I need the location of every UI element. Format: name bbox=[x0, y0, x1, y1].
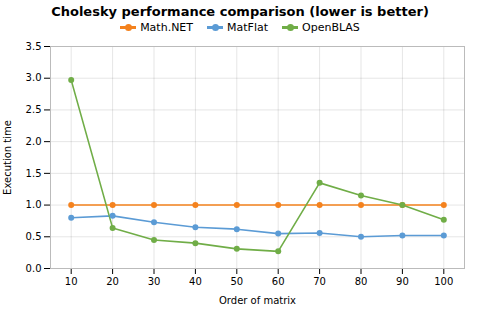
svg-text:2.0: 2.0 bbox=[26, 136, 42, 147]
svg-text:1.0: 1.0 bbox=[26, 199, 42, 210]
svg-text:100: 100 bbox=[434, 276, 453, 287]
svg-text:60: 60 bbox=[272, 276, 285, 287]
svg-text:50: 50 bbox=[230, 276, 243, 287]
svg-text:1.5: 1.5 bbox=[26, 168, 42, 179]
svg-text:90: 90 bbox=[396, 276, 409, 287]
html-text:OpenBLAS: OpenBLAS bbox=[302, 21, 360, 34]
svg-text:3.0: 3.0 bbox=[26, 72, 42, 83]
svg-text:20: 20 bbox=[106, 276, 119, 287]
svg-text:30: 30 bbox=[148, 276, 161, 287]
svg-text:3.5: 3.5 bbox=[26, 41, 42, 52]
svg-text:Order of matrix: Order of matrix bbox=[219, 295, 296, 306]
svg-text:80: 80 bbox=[355, 276, 368, 287]
svg-text:Execution time: Execution time bbox=[2, 120, 13, 195]
html-text:Cholesky performance compariso: Cholesky performance comparison (lower i… bbox=[51, 4, 429, 19]
svg-text:2.5: 2.5 bbox=[26, 104, 42, 115]
svg-text:0.0: 0.0 bbox=[26, 263, 42, 274]
html-text:MatFlat: MatFlat bbox=[227, 21, 268, 34]
svg-text:0.5: 0.5 bbox=[26, 231, 42, 242]
svg-text:40: 40 bbox=[189, 276, 202, 287]
svg-text:10: 10 bbox=[65, 276, 78, 287]
svg-text:70: 70 bbox=[313, 276, 326, 287]
html-text:Math.NET: Math.NET bbox=[140, 21, 193, 34]
